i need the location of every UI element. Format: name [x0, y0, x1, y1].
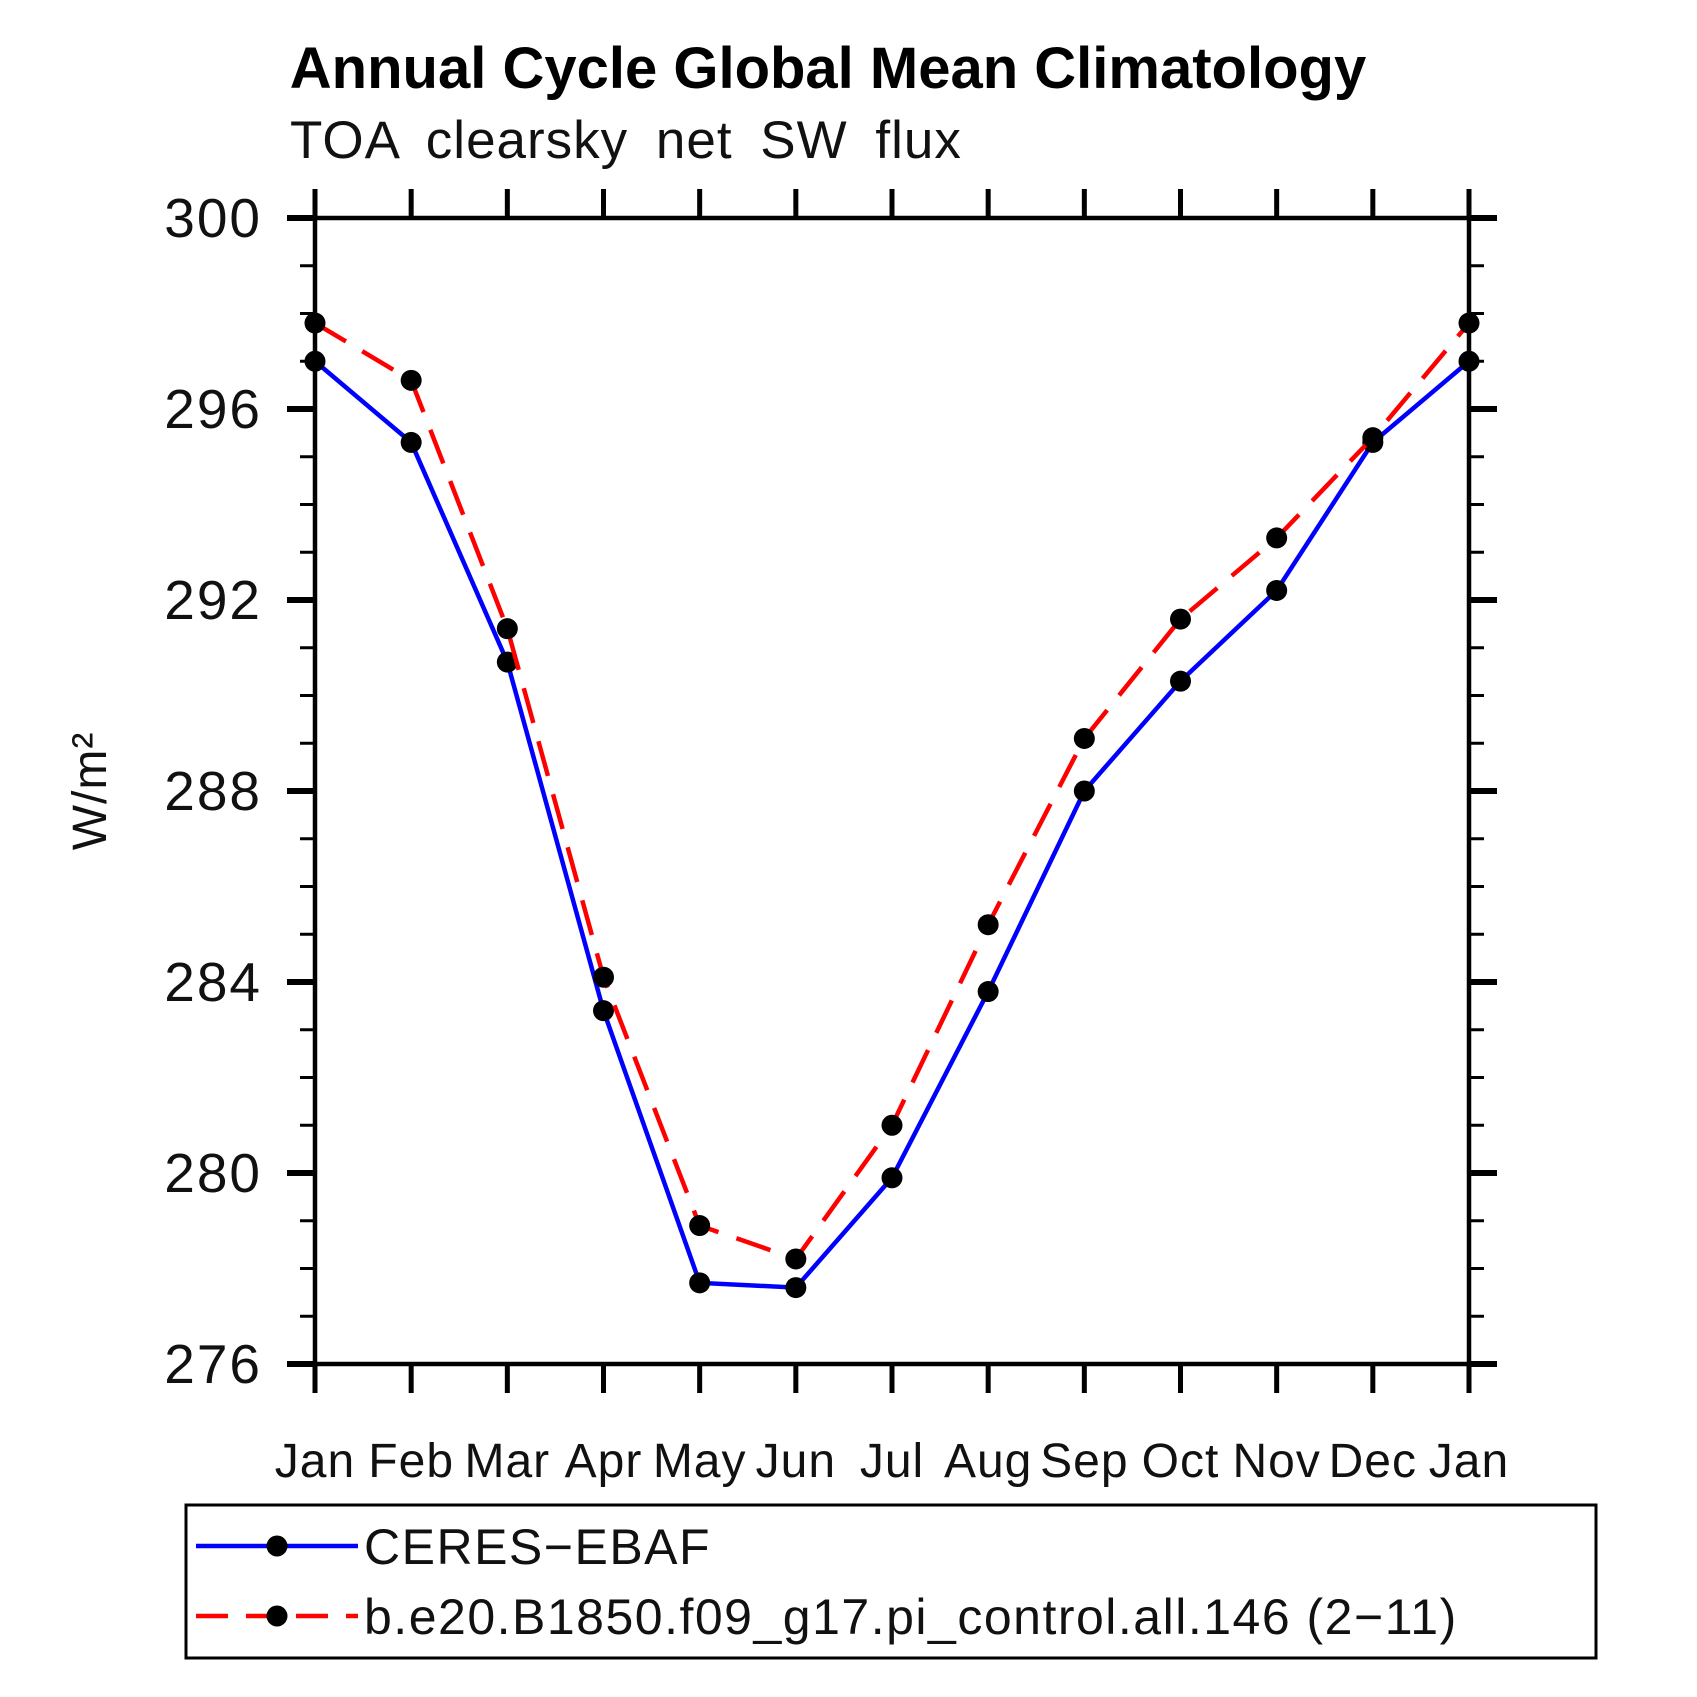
data-point-marker	[689, 1215, 711, 1237]
x-tick-label: Jan	[1429, 1435, 1509, 1488]
data-point-marker	[400, 431, 422, 453]
legend-label-ceres: CERES−EBAF	[364, 1519, 711, 1575]
data-point-marker	[304, 312, 326, 334]
y-tick-label: 300	[164, 187, 262, 249]
x-tick-label: Dec	[1329, 1435, 1417, 1488]
x-tick-label: Mar	[464, 1435, 550, 1488]
y-tick-label: 292	[164, 569, 262, 631]
data-point-marker	[977, 914, 999, 936]
x-tick-label: May	[653, 1435, 747, 1488]
data-point-marker	[689, 1272, 711, 1294]
data-point-marker	[1073, 727, 1095, 749]
data-point-marker	[1266, 527, 1288, 549]
x-tick-label: Sep	[1040, 1435, 1128, 1488]
x-tick-label: Nov	[1232, 1435, 1320, 1488]
data-point-marker	[593, 966, 614, 988]
x-tick-label: Aug	[944, 1435, 1032, 1488]
x-tick-label: Jun	[756, 1435, 836, 1488]
x-tick-label: Jan	[275, 1435, 355, 1488]
data-point-marker	[785, 1277, 807, 1299]
series-line-ceres	[313, 359, 1471, 1290]
chart-subtitle: TOA clearsky net SW flux	[290, 111, 962, 170]
data-point-marker	[1170, 608, 1191, 630]
series-layer	[304, 312, 1480, 1299]
legend-border	[184, 1503, 1598, 1660]
y-tick-label: 288	[164, 760, 262, 822]
legend-label-model: b.e20.B1850.f09_g17.pi_control.all.146 (…	[364, 1589, 1458, 1645]
data-point-marker	[1362, 427, 1384, 449]
data-point-marker	[593, 1000, 614, 1022]
x-tick-label: Oct	[1142, 1435, 1220, 1488]
y-tick-label: 296	[164, 378, 262, 440]
data-point-marker	[881, 1167, 903, 1189]
data-point-marker	[881, 1114, 903, 1136]
data-point-marker	[1458, 312, 1480, 334]
data-point-marker	[977, 981, 999, 1003]
x-tick-label: Feb	[368, 1435, 454, 1488]
y-tick-label: 280	[164, 1142, 262, 1204]
data-point-marker	[1170, 670, 1191, 692]
page-title: Annual Cycle Global Mean Climatology	[290, 36, 1366, 101]
data-point-marker	[496, 651, 518, 673]
legend-box: CERES−EBAF b.e20.B1850.f09_g17.pi_contro…	[184, 1503, 1598, 1660]
x-tick-label: Apr	[565, 1435, 643, 1488]
data-point-marker	[1266, 579, 1288, 601]
x-tick-label: Jul	[860, 1435, 924, 1488]
y-axis-title: W/m²	[64, 732, 117, 851]
legend-marker-model	[266, 1605, 288, 1627]
data-point-marker	[785, 1248, 807, 1270]
data-point-marker	[1073, 780, 1095, 802]
y-tick-label: 276	[164, 1333, 262, 1395]
data-point-marker	[304, 350, 326, 372]
data-point-marker	[496, 618, 518, 640]
legend-marker-ceres	[266, 1535, 288, 1557]
y-tick-label: 284	[164, 951, 262, 1013]
data-point-marker	[400, 369, 422, 391]
data-point-marker	[1458, 350, 1480, 372]
